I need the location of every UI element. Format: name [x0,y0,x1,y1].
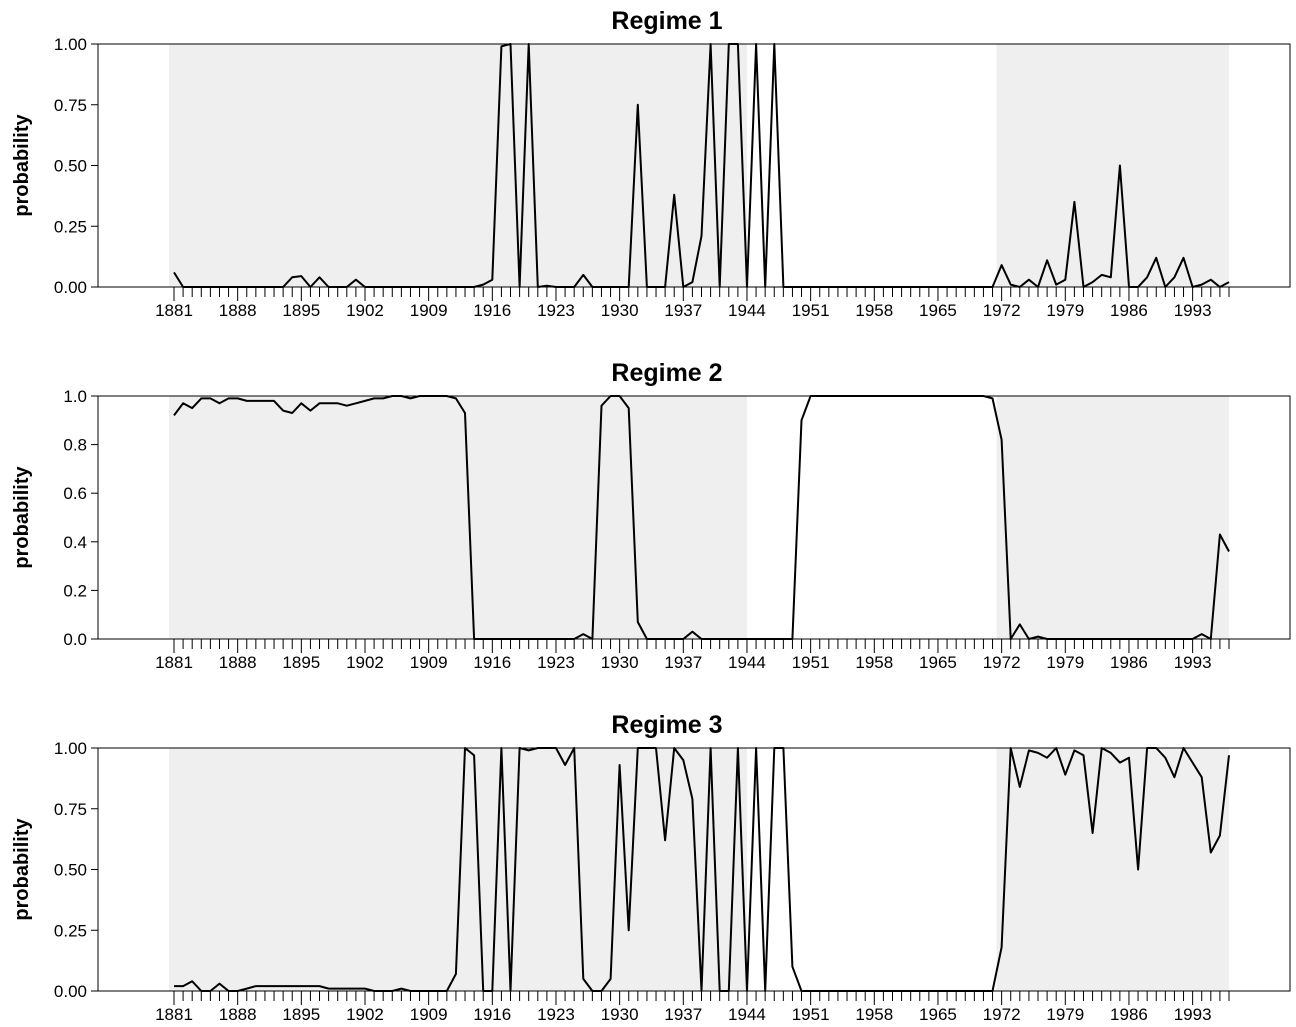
y-axis-label: probability [11,818,33,921]
shaded-period [996,396,1229,639]
x-tick-label: 1909 [410,301,448,320]
x-tick-label: 1888 [219,1005,257,1024]
x-tick-label: 1958 [855,653,893,672]
shaded-period [169,748,747,991]
x-tick-label: 1881 [155,301,193,320]
chart-panel-1: Regime 1 probability 0.00 0.25 0.50 0.75 1.00 1… [11,7,1291,320]
x-tick-label: 1986 [1110,653,1148,672]
shaded-period [169,44,747,287]
x-tick-label: 1923 [537,653,575,672]
x-tick-label: 1888 [219,653,257,672]
x-tick-label: 1958 [855,301,893,320]
x-tick-label: 1916 [473,301,511,320]
x-tick-label: 1951 [792,301,830,320]
y-tick-label: 0.75 [54,96,87,115]
y-tick-label: 1.00 [54,739,87,758]
shaded-period [169,396,747,639]
x-tick-label: 1993 [1174,1005,1212,1024]
x-tick-label: 1965 [919,301,957,320]
y-tick-label: 0.75 [54,800,87,819]
x-tick-label: 1944 [728,301,766,320]
x-tick-label: 1951 [792,653,830,672]
x-tick-label: 1937 [664,301,702,320]
x-tick-label: 1888 [219,301,257,320]
x-tick-label: 1979 [1046,653,1084,672]
x-tick-label: 1930 [601,653,639,672]
x-tick-label: 1972 [983,301,1021,320]
x-tick-label: 1979 [1046,1005,1084,1024]
y-tick-label: 0.00 [54,982,87,1001]
y-tick-label: 0.6 [63,484,87,503]
y-tick-label: 0.8 [63,436,87,455]
x-tick-label: 1958 [855,1005,893,1024]
chart-panel-2: Regime 2 probability 0.0 0.2 0.4 0.6 0.8 1.0 188… [11,359,1291,672]
series-line [174,747,1230,992]
y-tick-label: 0.50 [54,861,87,880]
panel-title: Regime 2 [611,359,722,387]
panel-title: Regime 1 [611,7,722,35]
x-tick-label: 1916 [473,1005,511,1024]
x-tick-label: 1937 [664,1005,702,1024]
x-tick-label: 1881 [155,1005,193,1024]
x-tick-label: 1944 [728,1005,766,1024]
x-tick-label: 1902 [346,301,384,320]
y-tick-label: 1.0 [63,387,87,406]
x-tick-label: 1923 [537,301,575,320]
x-tick-label: 1972 [983,1005,1021,1024]
x-tick-label: 1895 [282,1005,320,1024]
y-axis-label: probability [11,466,33,569]
y-tick-label: 0.2 [63,581,87,600]
x-tick-label: 1937 [664,653,702,672]
x-tick-label: 1951 [792,1005,830,1024]
x-tick-label: 1930 [601,1005,639,1024]
series-line [173,43,1230,288]
x-tick-label: 1909 [410,1005,448,1024]
y-tick-label: 0.00 [54,278,87,297]
series-line [173,395,1230,640]
x-tick-label: 1916 [473,653,511,672]
y-axis-label: probability [11,114,33,217]
x-tick-label: 1993 [1174,301,1212,320]
y-tick-label: 0.25 [54,921,87,940]
x-tick-label: 1986 [1110,1005,1148,1024]
y-tick-label: 0.0 [63,630,87,649]
x-tick-label: 1979 [1046,301,1084,320]
x-tick-label: 1895 [282,301,320,320]
x-tick-label: 1986 [1110,301,1148,320]
x-tick-label: 1909 [410,653,448,672]
x-tick-label: 1965 [919,653,957,672]
x-tick-label: 1930 [601,301,639,320]
chart-panel-3: Regime 3 probability 0.00 0.25 0.50 0.75 1.00 1… [11,711,1291,1024]
y-tick-label: 0.4 [63,533,87,552]
x-tick-label: 1902 [346,653,384,672]
x-tick-label: 1972 [983,653,1021,672]
x-tick-label: 1944 [728,653,766,672]
shaded-period [996,748,1229,991]
panel-title: Regime 3 [611,711,722,739]
x-tick-label: 1993 [1174,653,1212,672]
x-tick-label: 1923 [537,1005,575,1024]
plot-frame [97,395,1291,640]
x-tick-label: 1895 [282,653,320,672]
x-tick-label: 1965 [919,1005,957,1024]
x-tick-label: 1902 [346,1005,384,1024]
y-tick-label: 0.25 [54,217,87,236]
y-tick-label: 1.00 [54,35,87,54]
y-tick-label: 0.50 [54,157,87,176]
x-tick-label: 1881 [155,653,193,672]
